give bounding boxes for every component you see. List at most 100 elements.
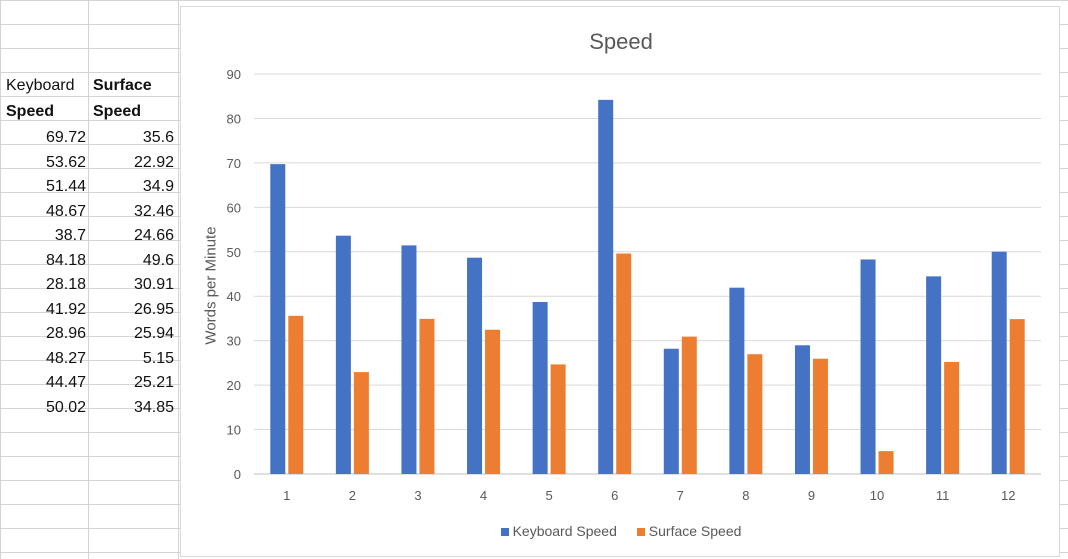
cell-keyboard-speed[interactable]: 51.44: [45, 178, 86, 195]
bar-surface-speed[interactable]: [878, 451, 894, 474]
cell-surface-speed[interactable]: 34.9: [142, 178, 174, 195]
bar-keyboard-speed[interactable]: [335, 235, 351, 474]
x-tick-label: 8: [742, 488, 749, 503]
cell-surface-speed[interactable]: 25.94: [133, 325, 174, 342]
x-tick-label: 6: [611, 488, 618, 503]
y-tick-label: 30: [227, 334, 241, 349]
x-tick-label: 12: [1001, 488, 1015, 503]
bar-surface-speed[interactable]: [681, 336, 697, 474]
bar-keyboard-speed[interactable]: [270, 164, 286, 474]
y-tick-label: 80: [227, 111, 241, 126]
cell-surface-speed[interactable]: 25.21: [133, 374, 174, 391]
legend-swatch: [500, 528, 509, 537]
header-row[interactable]: Speed Speed: [0, 100, 178, 124]
y-tick-label: 0: [234, 467, 241, 482]
x-tick-label: 7: [677, 488, 684, 503]
bar-surface-speed[interactable]: [550, 364, 566, 474]
bar-surface-speed[interactable]: [1009, 319, 1025, 474]
cell-keyboard-speed[interactable]: 50.02: [45, 398, 86, 416]
y-tick-label: 50: [227, 245, 241, 260]
bar-keyboard-speed[interactable]: [401, 245, 417, 474]
bar-surface-speed[interactable]: [812, 358, 828, 474]
table-row[interactable]: 48.27 5.15: [0, 347, 178, 371]
cell-surface-speed[interactable]: 24.66: [133, 227, 174, 244]
cell-surface-speed[interactable]: 32.46: [133, 202, 174, 220]
cell-keyboard-speed[interactable]: 28.18: [45, 276, 86, 293]
x-tick-label: 11: [936, 488, 950, 503]
legend-label: Keyboard Speed: [512, 523, 617, 539]
header-speed-a[interactable]: Speed: [6, 103, 55, 120]
header-row[interactable]: Keyboard Surface: [0, 74, 178, 98]
bar-keyboard-speed[interactable]: [598, 99, 614, 474]
table-row[interactable]: 50.02 34.85: [0, 396, 178, 420]
header-keyboard[interactable]: Keyboard: [6, 77, 75, 94]
legend: Keyboard Speed Surface Speed: [181, 523, 1061, 539]
y-tick-label: 20: [227, 378, 241, 393]
y-axis-label: Words per Minute: [202, 226, 220, 345]
x-tick-label: 2: [349, 488, 356, 503]
cell-surface-speed[interactable]: 49.6: [142, 251, 174, 269]
x-tick-label: 3: [414, 488, 421, 503]
legend-item-surface: Surface Speed: [636, 523, 742, 539]
x-tick-label: 4: [480, 488, 487, 503]
y-tick-label: 60: [227, 200, 241, 215]
cell-keyboard-speed[interactable]: 28.96: [45, 325, 86, 342]
x-tick-label: 1: [283, 488, 290, 503]
cell-keyboard-speed[interactable]: 48.67: [45, 202, 86, 220]
y-tick-label: 70: [227, 156, 241, 171]
header-speed-b[interactable]: Speed: [93, 103, 142, 120]
cell-keyboard-speed[interactable]: 69.72: [45, 129, 86, 146]
cell-surface-speed[interactable]: 34.85: [133, 398, 174, 416]
bar-surface-speed[interactable]: [419, 318, 435, 474]
table-row[interactable]: 69.72 35.6: [0, 126, 178, 150]
header-surface[interactable]: Surface: [93, 77, 152, 94]
cell-keyboard-speed[interactable]: 41.92: [45, 300, 86, 318]
table-row[interactable]: 51.44 34.9: [0, 175, 178, 199]
column-divider: [88, 0, 89, 559]
cell-surface-speed[interactable]: 5.15: [142, 349, 174, 367]
table-row[interactable]: 41.92 26.95: [0, 298, 178, 322]
table-row[interactable]: 28.96 25.94: [0, 322, 178, 346]
bar-keyboard-speed[interactable]: [532, 302, 548, 474]
x-tick-label: 5: [546, 488, 553, 503]
chart-area[interactable]: 0 10 20 30 40 50 60 70 80 90 1 2 3 4 5 6 7 8 9 10 11 12 Speed…: [180, 6, 1060, 557]
y-tick-label: 10: [227, 423, 241, 438]
table-row[interactable]: 48.67 32.46: [0, 200, 178, 224]
legend-label: Surface Speed: [648, 523, 742, 539]
y-tick-label: 40: [227, 289, 241, 304]
bar-keyboard-speed[interactable]: [663, 348, 679, 474]
cell-keyboard-speed[interactable]: 53.62: [45, 153, 86, 171]
bar-keyboard-speed[interactable]: [926, 276, 942, 474]
table-row[interactable]: 53.62 22.92: [0, 151, 178, 175]
table-row[interactable]: 44.47 25.21: [0, 371, 178, 395]
cell-keyboard-speed[interactable]: 84.18: [45, 251, 86, 269]
cell-surface-speed[interactable]: 26.95: [133, 300, 174, 318]
bar-keyboard-speed[interactable]: [991, 251, 1007, 474]
chart-title: Speed: [589, 29, 653, 54]
bar-keyboard-speed[interactable]: [729, 287, 745, 474]
bar-surface-speed[interactable]: [485, 329, 501, 474]
y-tick-label: 90: [227, 67, 241, 82]
cell-surface-speed[interactable]: 35.6: [142, 129, 174, 146]
bar-keyboard-speed[interactable]: [794, 345, 810, 474]
cell-keyboard-speed[interactable]: 38.7: [54, 227, 86, 244]
bar-surface-speed[interactable]: [616, 253, 632, 474]
cell-keyboard-speed[interactable]: 48.27: [45, 349, 86, 367]
bar-surface-speed[interactable]: [288, 315, 304, 474]
column-divider: [178, 0, 179, 559]
cell-keyboard-speed[interactable]: 44.47: [45, 374, 86, 391]
table-row[interactable]: 38.7 24.66: [0, 224, 178, 248]
table-row[interactable]: 84.18 49.6: [0, 249, 178, 273]
x-tick-label: 9: [808, 488, 815, 503]
bar-keyboard-speed[interactable]: [467, 257, 483, 474]
bar-surface-speed[interactable]: [747, 354, 763, 474]
table-row[interactable]: 28.18 30.91: [0, 273, 178, 297]
bar-keyboard-speed[interactable]: [860, 259, 876, 474]
x-tick-label: 10: [870, 488, 884, 503]
legend-swatch: [636, 528, 645, 537]
bar-surface-speed[interactable]: [944, 361, 960, 474]
bar-surface-speed[interactable]: [353, 372, 369, 474]
cell-surface-speed[interactable]: 30.91: [133, 276, 174, 293]
cell-surface-speed[interactable]: 22.92: [133, 153, 174, 171]
